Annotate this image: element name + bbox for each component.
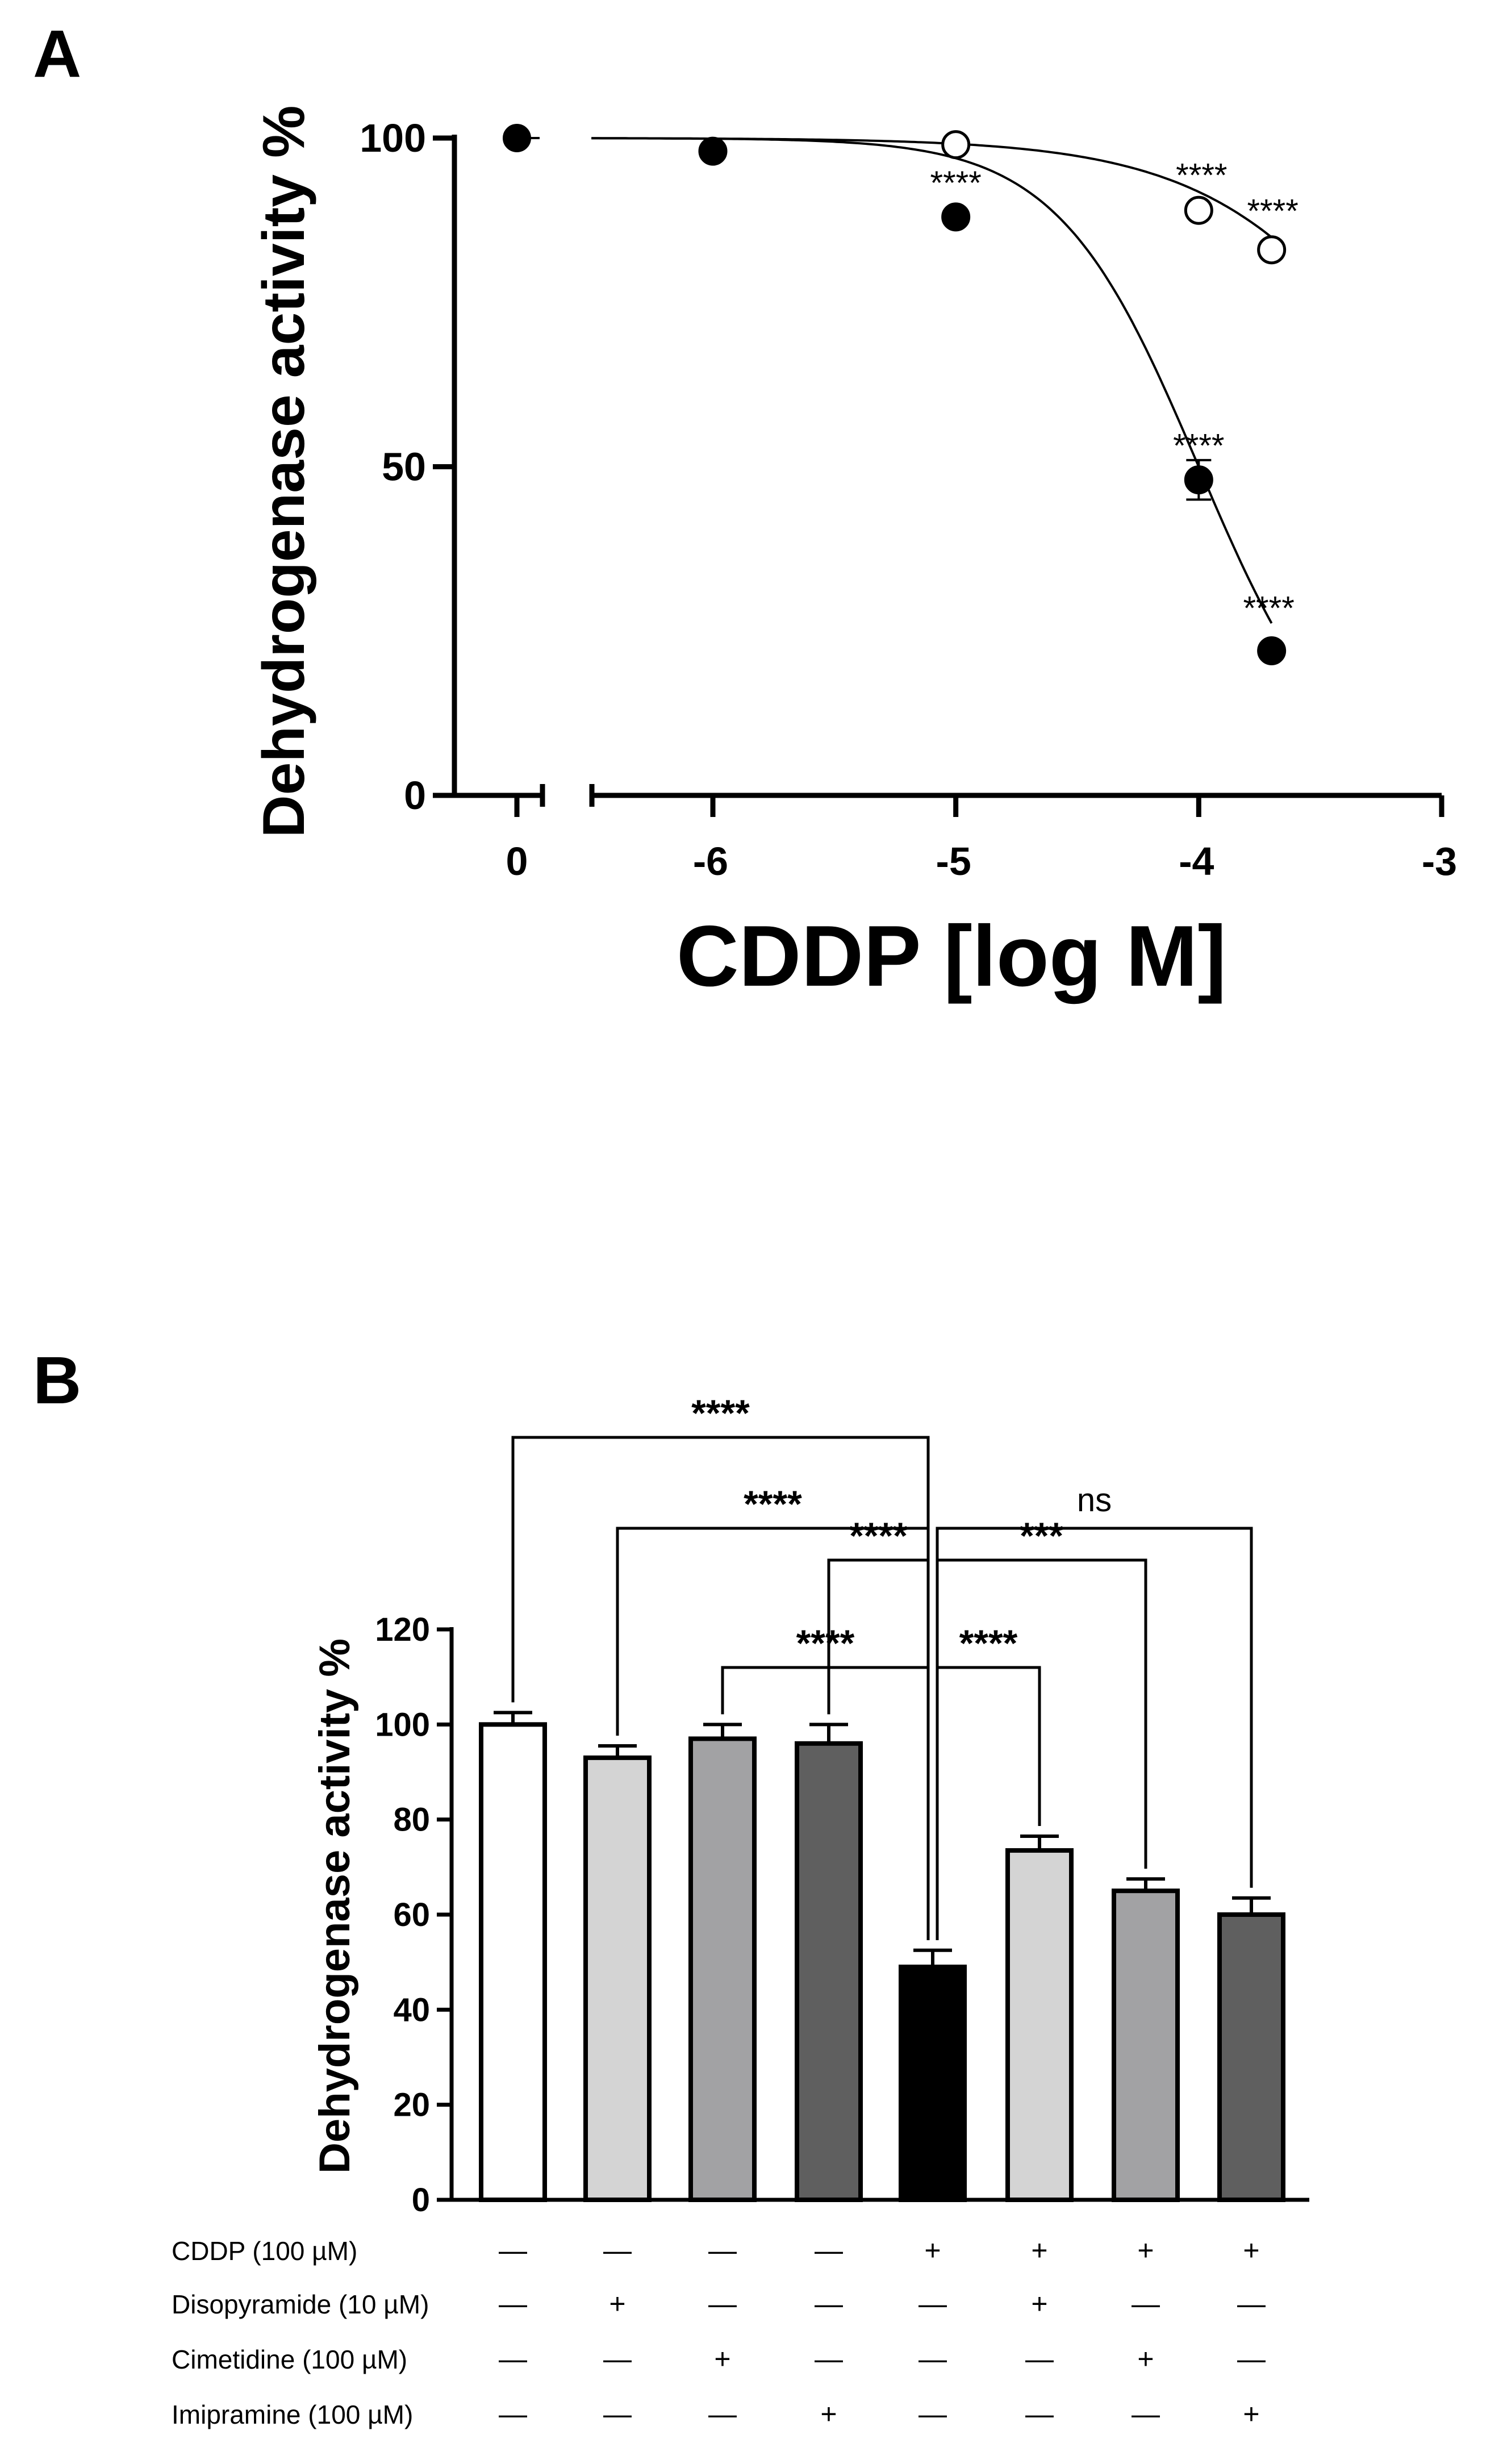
- panel-b-bar-8: [1217, 1912, 1285, 2202]
- panel-b-treatment-mark: +: [1031, 2288, 1047, 2320]
- panel-b-treatment-mark: +: [609, 2288, 625, 2320]
- panel-b-comparison-label: ns: [1077, 1482, 1112, 1519]
- panel-b-bar-2: [583, 1755, 652, 2202]
- panel-b-y-tick-label: 60: [393, 1896, 430, 1933]
- panel-b-comparison-bracket: [936, 1527, 1253, 1940]
- panel-b-treatment-mark: —: [708, 2234, 737, 2266]
- panel-b-treatment-mark: —: [499, 2234, 527, 2266]
- panel-b-treatment-mark: —: [708, 2398, 737, 2430]
- panel-b-treatment-mark: —: [918, 2398, 947, 2430]
- panel-b-y-axis-label: Dehydrogenase activity %: [311, 1639, 359, 2174]
- panel-a-x-tick-label: 0: [506, 839, 528, 883]
- panel-b-bar-3: [688, 1736, 757, 2202]
- panel-b-treatment-mark: +: [1243, 2398, 1259, 2430]
- panel-a-point-s1: [941, 202, 971, 232]
- panel-b-comparison-label: ****: [959, 1622, 1018, 1664]
- panel-label-a: A: [33, 16, 81, 91]
- panel-a-y-tick-label: 0: [404, 773, 426, 818]
- panel-b-treatment-mark: —: [918, 2343, 947, 2375]
- panel-a-fit-curve-1: [591, 137, 1273, 624]
- panel-a-point-s1: [698, 136, 728, 166]
- panel-a-significance-label: ****: [1243, 590, 1294, 627]
- panel-a-point-s1: [1184, 465, 1213, 495]
- panel-a-significance-label: ****: [1173, 428, 1224, 465]
- panel-b-comparison-label: ****: [796, 1622, 855, 1664]
- panel-b-comparison-bracket: [616, 1527, 930, 1940]
- panel-b-bar-5: [899, 1965, 967, 2203]
- panel-a-y-tick-label: 50: [382, 445, 426, 489]
- panel-b-treatment-mark: +: [1137, 2234, 1154, 2266]
- panel-b-comparison-label: ****: [691, 1392, 750, 1434]
- panel-b-treatment-mark: —: [1237, 2288, 1266, 2320]
- bar-chart: Dehydrogenase activity % 0 20 40 60 80 100 120…: [172, 1392, 1309, 2430]
- panel-a-x-tick-label: -4: [1179, 839, 1214, 883]
- panel-b-treatment-label: CDDP (100 µM): [172, 2236, 357, 2266]
- panel-a-significance-label: ****: [1247, 193, 1298, 230]
- panel-a-x-tick-label: -3: [1422, 839, 1457, 883]
- panel-b-treatment-mark: —: [1025, 2343, 1054, 2375]
- panel-b-treatment-mark: —: [603, 2398, 632, 2430]
- panel-a-control-point: [503, 124, 531, 152]
- panel-b-treatment-mark: —: [603, 2234, 632, 2266]
- panel-b-bar-4: [795, 1741, 863, 2203]
- panel-a-significance-label: ****: [1176, 157, 1227, 194]
- panel-b-treatment-mark: —: [708, 2288, 737, 2320]
- panel-b-comparison-label: ****: [744, 1483, 802, 1525]
- panel-a-y-axis-label: Dehydrogenase activity %: [251, 106, 317, 838]
- panel-b-treatment-label: Cimetidine (100 µM): [172, 2345, 407, 2374]
- panel-b-treatment-mark: +: [820, 2398, 837, 2430]
- panel-b-treatment-mark: +: [1031, 2234, 1047, 2266]
- panel-b-y-tick-label: 120: [375, 1611, 430, 1648]
- panel-b-treatment-mark: —: [499, 2343, 527, 2375]
- panel-b-treatment-mark: —: [815, 2234, 843, 2266]
- panel-b-treatment-mark: —: [499, 2398, 527, 2430]
- panel-b-y-tick-label: 40: [393, 1991, 430, 2028]
- panel-a-x-tick-label: -5: [936, 839, 971, 883]
- panel-b-treatment-mark: +: [1137, 2343, 1154, 2375]
- panel-b-y-tick-label: 0: [412, 2182, 430, 2219]
- panel-b-treatment-mark: —: [1132, 2288, 1160, 2320]
- panel-b-treatment-mark: —: [499, 2288, 527, 2320]
- panel-b-treatment-mark: —: [1132, 2398, 1160, 2430]
- panel-b-bar-1: [479, 1722, 547, 2202]
- panel-b-treatment-mark: —: [815, 2288, 843, 2320]
- panel-b-comparison-label: ****: [849, 1515, 908, 1557]
- panel-b-treatment-label: Imipramine (100 µM): [172, 2400, 413, 2429]
- panel-b-bar-7: [1112, 1888, 1180, 2203]
- panel-a-point-s1: [1257, 636, 1287, 665]
- panel-a-point-s2: [941, 130, 971, 160]
- dose-response-chart: Dehydrogenase activity % CDDP [log M] 0 5…: [251, 106, 1457, 1004]
- panel-b-y-tick-label: 100: [375, 1706, 430, 1743]
- panel-b-treatment-mark: +: [714, 2343, 730, 2375]
- panel-b-treatment-mark: —: [815, 2343, 843, 2375]
- panel-b-treatment-mark: —: [918, 2288, 947, 2320]
- panel-a-x-axis-label: CDDP [log M]: [677, 908, 1226, 1004]
- panel-a-point-s2: [1184, 195, 1213, 225]
- panel-b-comparison-bracket: [936, 1666, 1041, 1940]
- panel-b-treatment-mark: —: [1025, 2398, 1054, 2430]
- panel-b-bar-6: [1005, 1848, 1074, 2203]
- panel-b-treatment-mark: +: [924, 2234, 941, 2266]
- panel-b-comparison-bracket: [721, 1666, 930, 1940]
- panel-a-y-tick-label: 100: [360, 116, 426, 160]
- panel-b-y-tick-label: 20: [393, 2087, 430, 2124]
- panel-b-treatment-label: Disopyramide (10 µM): [172, 2290, 429, 2319]
- panel-b-y-tick-label: 80: [393, 1802, 430, 1838]
- panel-b-treatment-mark: —: [603, 2343, 632, 2375]
- panel-b-treatment-mark: +: [1243, 2234, 1259, 2266]
- panel-label-b: B: [33, 1343, 81, 1418]
- panel-a-point-s2: [1257, 235, 1287, 265]
- panel-b-treatment-mark: —: [1237, 2343, 1266, 2375]
- panel-a-x-tick-label: -6: [693, 839, 728, 883]
- panel-a-significance-label: ****: [930, 165, 982, 202]
- panel-b-comparison-label: ***: [1020, 1515, 1063, 1557]
- panel-a-fit-curve-2: [591, 137, 1272, 239]
